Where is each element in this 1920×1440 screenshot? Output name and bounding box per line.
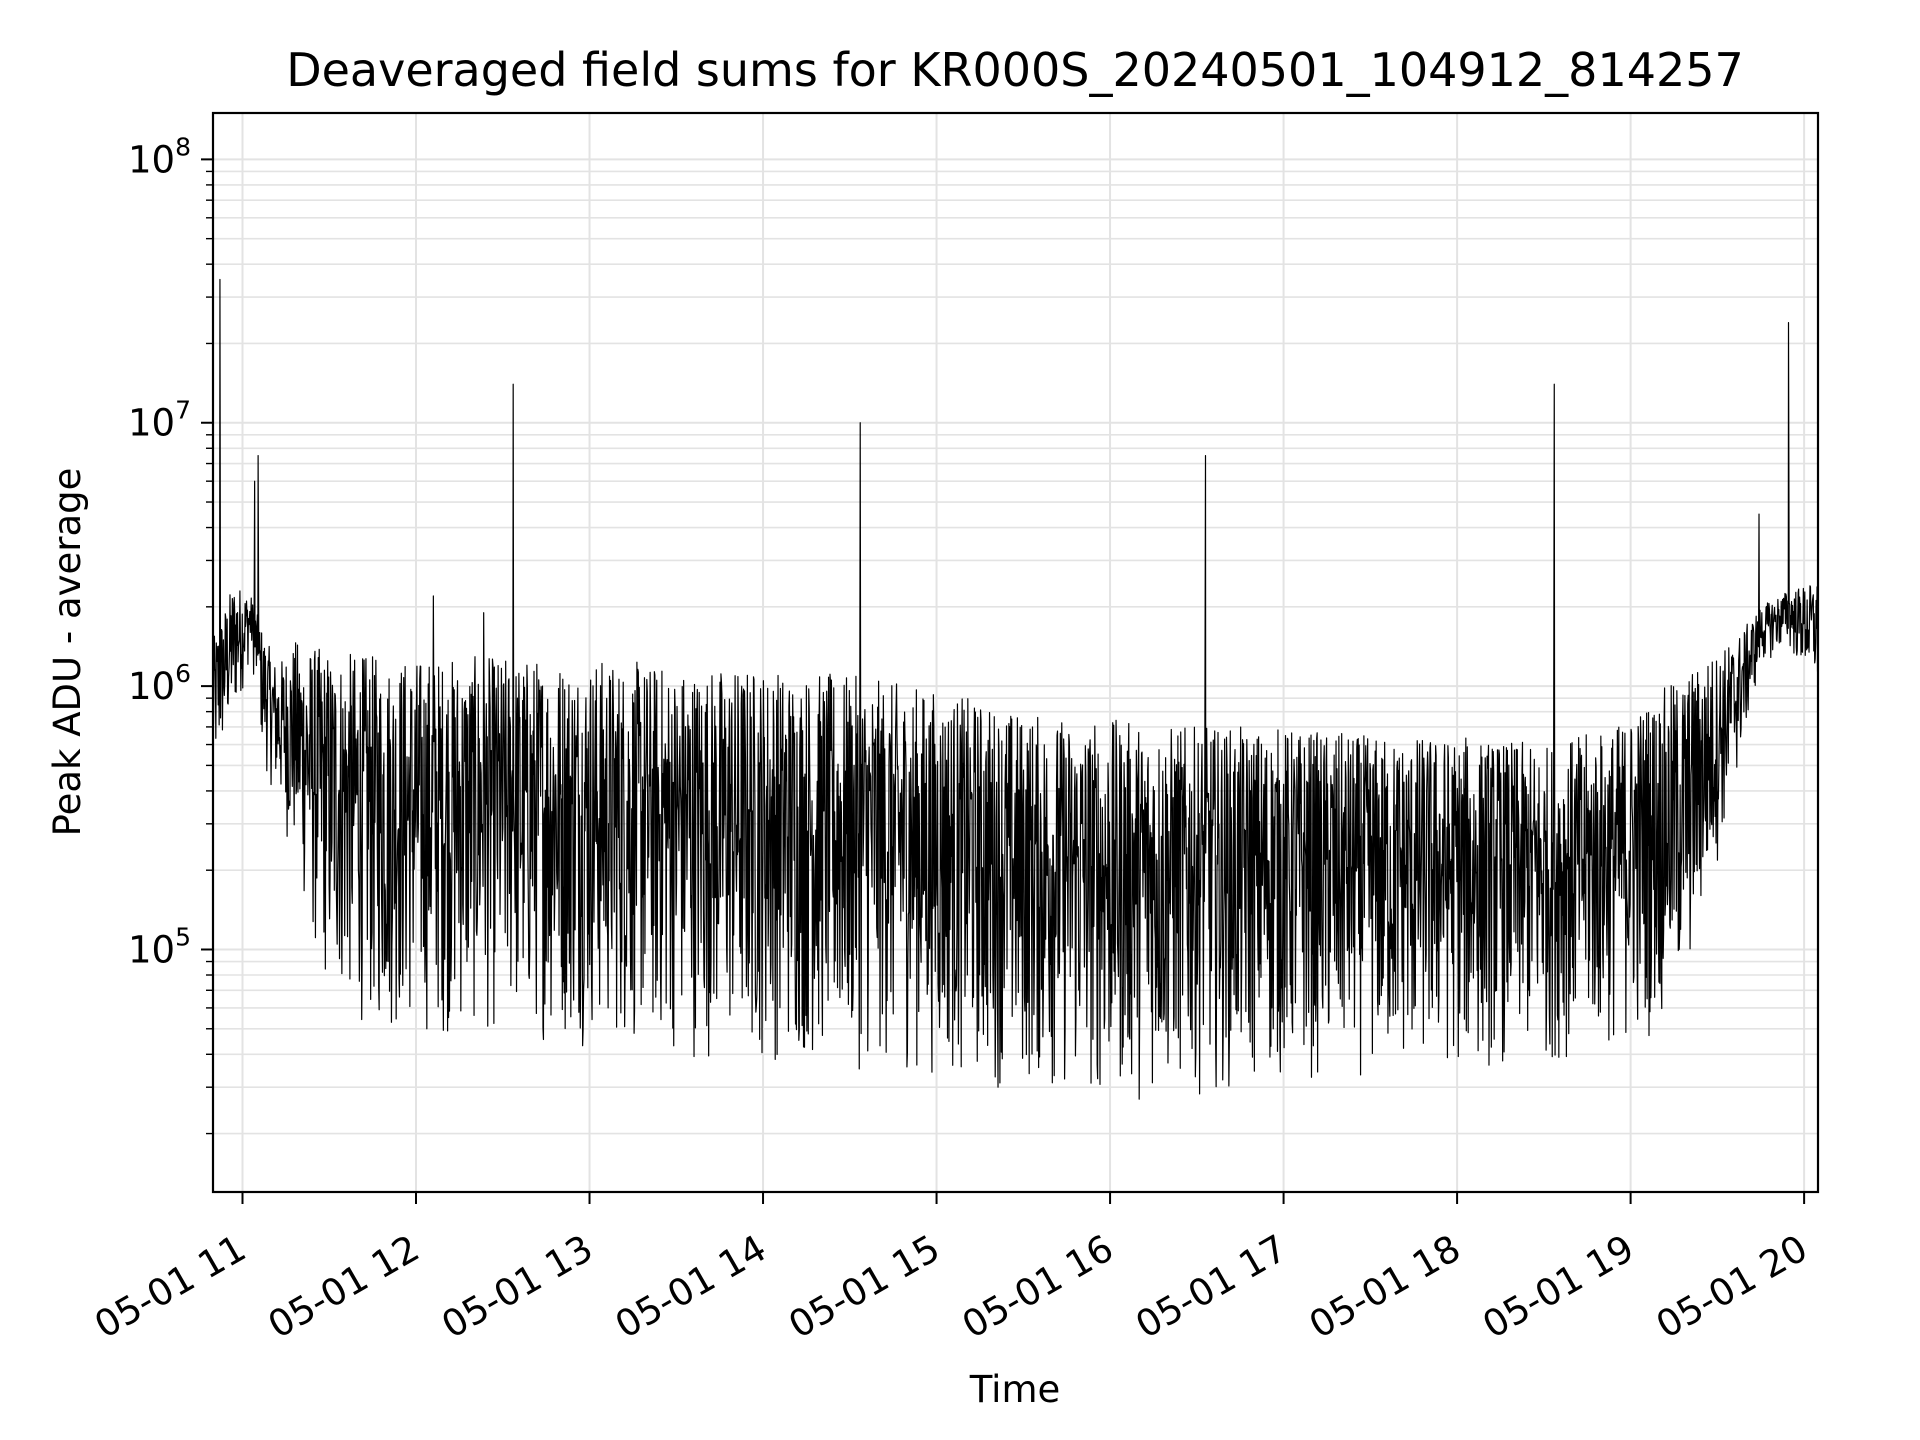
- y-tick-label: 106: [128, 659, 191, 708]
- y-tick-base: 10: [128, 402, 175, 445]
- x-axis-label: Time: [969, 1368, 1061, 1411]
- series-line: [213, 159, 1818, 1100]
- y-tick-label: 105: [128, 922, 191, 971]
- y-tick-base: 10: [128, 928, 175, 971]
- y-axis-label: Peak ADU - average: [46, 468, 89, 837]
- y-tick-label: 107: [128, 396, 191, 445]
- y-tick-exponent: 6: [175, 659, 191, 688]
- y-tick-exponent: 5: [175, 922, 191, 951]
- plot-area: [213, 159, 1818, 1100]
- y-tick-label: 108: [128, 132, 191, 181]
- y-tick-exponent: 8: [175, 132, 191, 161]
- y-tick-base: 10: [128, 665, 175, 708]
- y-tick-base: 10: [128, 138, 175, 181]
- grid-lines: [213, 113, 1818, 1192]
- chart-title: Deaveraged field sums for KR000S_2024050…: [286, 43, 1744, 97]
- plot-frame: [211, 111, 1820, 1194]
- y-tick-exponent: 7: [175, 396, 191, 425]
